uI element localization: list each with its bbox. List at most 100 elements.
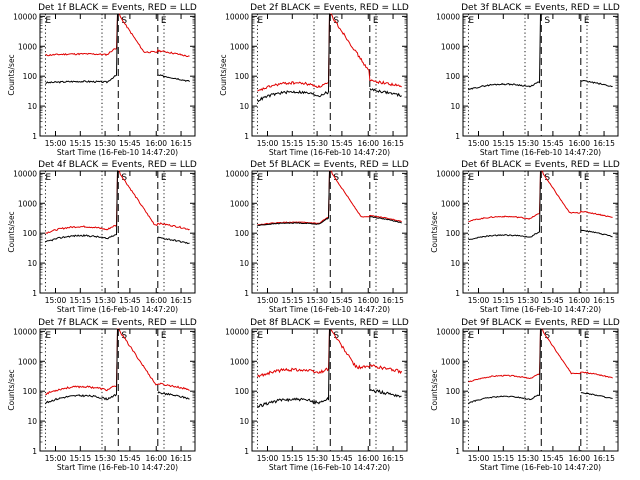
y-tick-label: 100: [235, 229, 250, 238]
panel-title: Det 2f BLACK = Events, RED = LLD: [250, 3, 409, 13]
marker-letter-E: E: [257, 16, 263, 26]
x-tick-label: 16:00: [568, 454, 590, 463]
y-tick-label: 10: [239, 259, 249, 268]
y-tick-label: 1: [455, 447, 460, 456]
marker-letter-E: E: [468, 173, 474, 183]
x-tick-label: 15:45: [542, 139, 564, 148]
panel-4f: Det 4f BLACK = Events, RED = LLD 1 10 100 10…: [7, 160, 197, 314]
y-tick-label: 1000: [18, 199, 37, 208]
marker-letter-S: S: [333, 16, 339, 26]
panel-title: Det 9f BLACK = Events, RED = LLD: [461, 318, 620, 328]
x-tick-label: 15:00: [257, 139, 279, 148]
y-tick-label: 100: [235, 387, 250, 396]
series-events-line: [468, 13, 613, 91]
series-events-line: [468, 328, 613, 404]
x-tick-label: 16:00: [145, 139, 167, 148]
y-tick-label: 1: [32, 132, 37, 141]
y-tick-label: 100: [446, 72, 461, 81]
panel-1f: Det 1f BLACK = Events, RED = LLD 1 10 100 10…: [7, 3, 197, 157]
y-tick-label: 10000: [13, 169, 37, 178]
y-tick-label: 1000: [230, 42, 249, 51]
x-tick-label: 16:15: [170, 139, 192, 148]
y-tick-label: 10: [27, 417, 37, 426]
x-axis-label: Start Time (16-Feb-10 14:47:20): [269, 148, 390, 157]
y-tick-label: 10: [239, 102, 249, 111]
series-events-line: [45, 170, 190, 245]
marker-letter-S: S: [544, 331, 550, 341]
y-axis-label: Counts/sec: [430, 369, 439, 410]
marker-letter-E: E: [45, 173, 51, 183]
marker-letter-E: E: [373, 16, 379, 26]
panel-title: Det 5f BLACK = Events, RED = LLD: [250, 160, 409, 170]
y-tick-label: 100: [446, 387, 461, 396]
y-tick-label: 100: [23, 229, 38, 238]
panel-title: Det 6f BLACK = Events, RED = LLD: [461, 160, 620, 170]
x-axis-label: Start Time (16-Feb-10 14:47:20): [480, 463, 601, 472]
x-tick-label: 15:30: [517, 296, 539, 305]
y-tick-label: 10: [450, 259, 460, 268]
x-tick-label: 15:15: [492, 139, 514, 148]
x-tick-label: 15:30: [94, 296, 116, 305]
marker-letter-E: E: [161, 173, 167, 183]
x-tick-label: 15:00: [45, 139, 67, 148]
marker-letter-S: S: [333, 173, 339, 183]
y-tick-label: 100: [446, 229, 461, 238]
x-tick-label: 16:15: [593, 139, 615, 148]
x-tick-label: 15:00: [257, 454, 279, 463]
x-tick-label: 15:30: [517, 139, 539, 148]
marker-letter-S: S: [121, 331, 127, 341]
x-axis-label: Start Time (16-Feb-10 14:47:20): [269, 305, 390, 314]
series-events-line: [45, 328, 190, 404]
panel-2f: Det 2f BLACK = Events, RED = LLD 1 10 100 10…: [219, 3, 409, 157]
series-events-line: [257, 170, 402, 227]
x-tick-label: 15:30: [306, 296, 328, 305]
y-axis-label: Counts/sec: [7, 54, 16, 95]
y-tick-label: 1: [455, 289, 460, 298]
x-tick-label: 15:15: [281, 139, 303, 148]
panel-7f: Det 7f BLACK = Events, RED = LLD 1 10 100 10…: [7, 318, 197, 472]
panel-title: Det 8f BLACK = Events, RED = LLD: [250, 318, 409, 328]
marker-letter-E: E: [584, 173, 590, 183]
marker-letter-S: S: [333, 331, 339, 341]
y-tick-label: 1000: [230, 357, 249, 366]
x-tick-label: 16:00: [145, 454, 167, 463]
marker-letter-E: E: [257, 331, 263, 341]
panel-3f: Det 3f BLACK = Events, RED = LLD 1 10 100 10…: [436, 3, 620, 157]
x-tick-label: 16:15: [170, 454, 192, 463]
x-tick-label: 16:00: [357, 454, 379, 463]
x-tick-label: 15:15: [281, 454, 303, 463]
series-events-line: [468, 170, 613, 241]
marker-letter-E: E: [468, 16, 474, 26]
marker-letter-E: E: [45, 331, 51, 341]
y-tick-label: 1: [244, 132, 249, 141]
y-tick-label: 1000: [441, 357, 460, 366]
marker-letter-S: S: [121, 16, 127, 26]
y-tick-label: 1: [32, 289, 37, 298]
x-tick-label: 16:15: [170, 296, 192, 305]
x-tick-label: 16:15: [382, 296, 404, 305]
series-events-line: [256, 13, 402, 103]
y-tick-label: 1: [32, 447, 37, 456]
y-tick-label: 10000: [436, 327, 460, 336]
x-tick-label: 15:00: [257, 296, 279, 305]
x-tick-label: 16:00: [568, 296, 590, 305]
y-axis-label: Counts/sec: [219, 54, 228, 95]
series-events-line: [256, 328, 402, 408]
panel-title: Det 1f BLACK = Events, RED = LLD: [38, 3, 197, 13]
x-tick-label: 15:00: [45, 296, 67, 305]
y-tick-label: 10000: [225, 327, 249, 336]
x-tick-label: 16:00: [145, 296, 167, 305]
x-tick-label: 16:00: [357, 296, 379, 305]
marker-letter-S: S: [121, 173, 127, 183]
y-tick-label: 100: [23, 72, 38, 81]
marker-letter-E: E: [584, 331, 590, 341]
y-tick-label: 1: [455, 132, 460, 141]
y-tick-label: 1000: [18, 357, 37, 366]
x-tick-label: 16:00: [568, 139, 590, 148]
y-tick-label: 10000: [436, 169, 460, 178]
x-axis-label: Start Time (16-Feb-10 14:47:20): [57, 148, 178, 157]
marker-letter-E: E: [584, 16, 590, 26]
series-events-line: [45, 13, 190, 84]
x-tick-label: 15:30: [517, 454, 539, 463]
x-axis-label: Start Time (16-Feb-10 14:47:20): [269, 463, 390, 472]
